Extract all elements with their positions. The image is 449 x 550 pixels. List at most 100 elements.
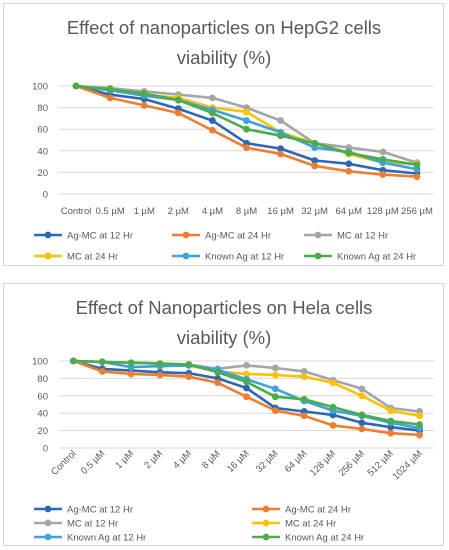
- hepg2-data-point: [345, 149, 353, 157]
- hela-x-tick-label: 0.5 µM: [79, 448, 108, 477]
- hepg2-data-point: [413, 161, 421, 169]
- hela-data-point: [358, 419, 366, 427]
- hela-data-point: [300, 373, 308, 381]
- hepg2-y-tick-label: 60: [37, 125, 48, 136]
- hepg2-legend-item: Known Ag at 24 Hr: [304, 252, 416, 263]
- hepg2-y-tick-label: 20: [37, 168, 48, 179]
- hepg2-data-point: [140, 102, 148, 109]
- hepg2-legend-label: Ag-MC at 24 Hr: [205, 231, 271, 242]
- hepg2-x-tick-label: 2 µM: [168, 206, 189, 217]
- hela-x-tick-label: 4 µM: [171, 448, 194, 471]
- hela-x-tick-label: 256 µM: [337, 448, 367, 478]
- hela-y-tick-label: 60: [37, 391, 48, 402]
- hela-x-tick-label: 2 µM: [142, 448, 165, 471]
- hepg2-data-point: [311, 162, 319, 170]
- hela-x-tick-label: 1024 µM: [391, 448, 425, 482]
- hepg2-data-point: [311, 157, 319, 164]
- hela-chart-panel: Effect of Nanoparticles on Hela cells via…: [3, 283, 444, 546]
- hepg2-data-point: [379, 148, 387, 156]
- hela-x-tick-label: 8 µM: [200, 448, 223, 471]
- hepg2-legend-marker: [314, 231, 322, 239]
- hela-data-point: [329, 421, 337, 429]
- hepg2-title-line-2: viability (%): [177, 47, 272, 68]
- hepg2-legend-item: MC at 24 Hr: [34, 252, 118, 263]
- hela-legend-marker: [44, 533, 52, 541]
- hepg2-legend-item: Ag-MC at 12 Hr: [34, 231, 133, 242]
- hela-x-tick-label: 32 µM: [254, 448, 281, 475]
- hepg2-legend-label: Known Ag at 12 Hr: [205, 252, 284, 263]
- hela-x-tick-label: 64 µM: [283, 448, 310, 475]
- hela-data-point: [214, 379, 222, 387]
- hela-data-point: [214, 368, 222, 376]
- hela-title-line-1: Effect of Nanoparticles on Hela cells: [76, 297, 373, 318]
- hela-legend-item: MC at 12 Hr: [34, 519, 118, 530]
- hela-data-point: [358, 425, 366, 433]
- hepg2-data-point: [345, 160, 353, 168]
- hela-data-point: [98, 368, 106, 375]
- hepg2-series-3: [72, 82, 421, 167]
- hela-data-point: [70, 357, 77, 365]
- hepg2-y-tick-label: 0: [43, 190, 48, 201]
- hepg2-legend-label: MC at 12 Hr: [337, 231, 388, 242]
- hepg2-data-point: [209, 94, 216, 102]
- hela-legend-label: MC at 12 Hr: [67, 519, 118, 530]
- hela-x-tick-label: 128 µM: [308, 448, 338, 478]
- hepg2-data-point: [209, 109, 216, 117]
- hela-data-point: [271, 385, 279, 393]
- hela-data-point: [156, 360, 164, 368]
- hepg2-series-6: [72, 82, 421, 169]
- hela-y-tick-label: 100: [32, 357, 48, 368]
- hela-series-6: [70, 357, 423, 428]
- hepg2-data-point: [277, 132, 284, 140]
- hela-data-point: [300, 412, 308, 420]
- hela-data-point: [387, 417, 395, 425]
- hela-data-point: [329, 403, 337, 411]
- hela-data-point: [358, 385, 366, 393]
- hepg2-data-point: [243, 117, 250, 124]
- hepg2-data-point: [413, 173, 421, 181]
- hepg2-legend-marker: [182, 252, 190, 260]
- hepg2-chart-panel: Effect of nanoparticles on HepG2 cells vi…: [3, 3, 444, 266]
- hela-y-tick-label: 40: [37, 409, 48, 420]
- hela-data-point: [243, 393, 250, 401]
- hepg2-data-point: [106, 94, 114, 102]
- hela-data-point: [329, 379, 337, 387]
- hela-data-point: [243, 384, 250, 392]
- hela-data-point: [271, 393, 279, 401]
- hela-x-tick-label: 16 µM: [225, 448, 252, 475]
- hela-y-tick-label: 20: [37, 426, 48, 437]
- hepg2-data-point: [209, 126, 216, 134]
- hepg2-legend-marker: [44, 231, 52, 239]
- hepg2-x-tick-label: 128 µM: [367, 206, 399, 217]
- hela-legend-item: Ag-MC at 12 Hr: [34, 505, 133, 516]
- hepg2-x-tick-label: Control: [61, 206, 92, 217]
- hela-data-point: [300, 395, 308, 403]
- hela-legend-marker: [262, 505, 270, 513]
- hela-data-point: [243, 370, 250, 378]
- hela-legend-label: Known Ag at 24 Hr: [285, 533, 364, 544]
- hela-legend-item: Known Ag at 12 Hr: [34, 533, 146, 544]
- hepg2-data-point: [277, 117, 284, 124]
- hepg2-data-point: [277, 150, 284, 158]
- hela-y-tick-label: 80: [37, 374, 48, 385]
- hepg2-legend-item: MC at 12 Hr: [304, 231, 388, 242]
- hepg2-data-point: [379, 171, 387, 178]
- hela-chart: Effect of Nanoparticles on Hela cells via…: [32, 297, 434, 544]
- hela-data-point: [271, 371, 279, 379]
- hepg2-data-point: [209, 117, 216, 124]
- hepg2-data-point: [243, 125, 250, 133]
- hela-data-point: [271, 407, 279, 414]
- hepg2-x-tick-label: 16 µM: [267, 206, 294, 217]
- hela-data-point: [387, 429, 395, 437]
- hepg2-legend-marker: [182, 231, 190, 239]
- hela-y-tick-label: 0: [43, 444, 48, 455]
- hela-data-point: [271, 364, 279, 372]
- hepg2-legend-marker: [44, 252, 52, 260]
- hela-legend-marker: [262, 533, 270, 541]
- hepg2-x-tick-label: 0.5 µM: [96, 206, 125, 217]
- hepg2-data-point: [72, 82, 80, 90]
- hela-series-2: [70, 357, 423, 439]
- hepg2-y-tick-label: 40: [37, 146, 48, 157]
- hela-data-point: [300, 368, 308, 375]
- hepg2-y-tick-label: 100: [32, 82, 48, 93]
